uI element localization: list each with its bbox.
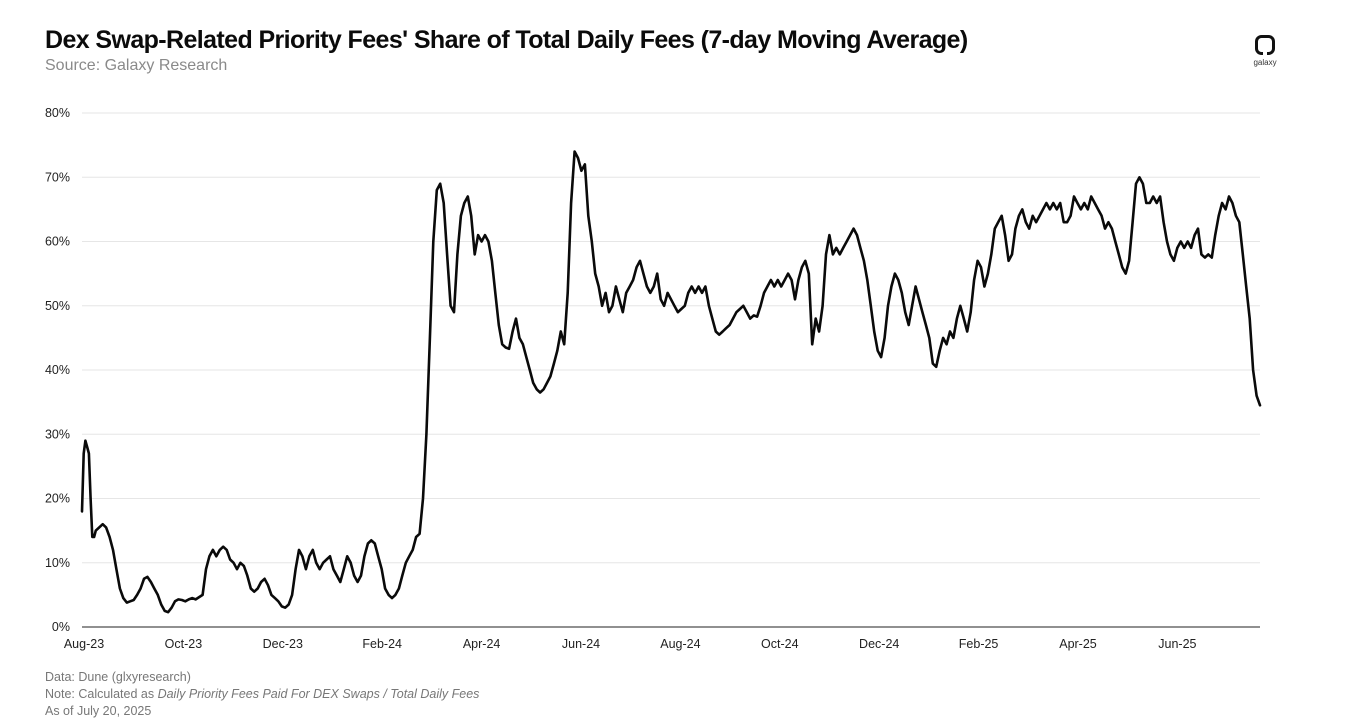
y-tick-label: 60%	[45, 235, 70, 249]
galaxy-logo: galaxy	[1248, 34, 1282, 67]
x-tick-label: Aug-23	[64, 637, 104, 651]
x-tick-label: Apr-25	[1059, 637, 1097, 651]
x-tick-label: Feb-24	[362, 637, 402, 651]
x-tick-label: Jun-25	[1158, 637, 1196, 651]
y-tick-label: 40%	[45, 363, 70, 377]
x-tick-label: Dec-24	[859, 637, 899, 651]
logo-text: galaxy	[1253, 58, 1277, 67]
x-tick-label: Aug-24	[660, 637, 700, 651]
x-tick-label: Jun-24	[562, 637, 600, 651]
x-tick-label: Oct-24	[761, 637, 799, 651]
y-tick-label: 10%	[45, 556, 70, 570]
y-tick-label: 80%	[45, 106, 70, 120]
as-of-date: As of July 20, 2025	[45, 704, 152, 718]
y-tick-label: 20%	[45, 492, 70, 506]
chart-footer: Data: Dune (glxyresearch) Note: Calculat…	[45, 669, 479, 720]
data-source-note: Data: Dune (glxyresearch)	[45, 670, 191, 684]
note-prefix: Note: Calculated as	[45, 687, 158, 701]
x-tick-label: Dec-23	[263, 637, 303, 651]
calculation-note: Note: Calculated as Daily Priority Fees …	[45, 686, 479, 703]
x-tick-label: Apr-24	[463, 637, 501, 651]
note-formula: Daily Priority Fees Paid For DEX Swaps /…	[157, 687, 480, 701]
y-tick-label: 0%	[52, 620, 70, 634]
chart-subtitle: Source: Galaxy Research	[45, 57, 228, 74]
y-tick-label: 50%	[45, 299, 70, 313]
chart-title: Dex Swap-Related Priority Fees' Share of…	[45, 26, 968, 54]
x-tick-label: Oct-23	[165, 637, 203, 651]
x-tick-label: Feb-25	[959, 637, 999, 651]
series-line	[80, 150, 1262, 614]
y-tick-label: 70%	[45, 170, 70, 184]
y-tick-label: 30%	[45, 427, 70, 441]
galaxy-logo-icon	[1255, 35, 1275, 55]
